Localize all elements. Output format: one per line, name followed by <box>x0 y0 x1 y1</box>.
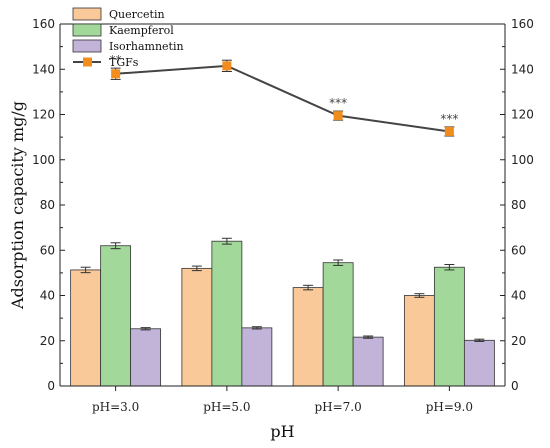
x-tick-label-ph-7-0: pH=7.0 <box>314 400 361 414</box>
bar-quercetin-ph-5-0 <box>181 267 213 387</box>
y-tick-right-label: 80 <box>511 198 526 212</box>
y-tick-right-label: 140 <box>511 62 534 76</box>
x-tick-label-ph-3-0: pH=3.0 <box>92 400 139 414</box>
y-tick-right-label: 40 <box>511 289 526 303</box>
legend: Quercetin Kaempferol Isorhamnetin TGFs <box>72 7 184 69</box>
point-tgfs-ph-7-0 <box>333 111 343 121</box>
x-axis-title: pH <box>270 422 294 441</box>
bar-isorhamnetin-ph-9-0 <box>463 339 495 387</box>
y-tick-left-label: 100 <box>32 153 55 167</box>
y-tick-left-label: 0 <box>47 379 55 393</box>
y-tick-left-label: 40 <box>40 289 55 303</box>
legend-item-quercetin-swatch <box>72 7 102 21</box>
bar-kaempferol-ph-7-0 <box>322 262 354 387</box>
bar-quercetin-ph-9-0 <box>403 295 435 387</box>
axes-layer: 0 20 40 60 80 100 120 140 160 0 20 40 60 80 100 120 140 1… <box>32 17 534 414</box>
x-tick-label-ph-9-0: pH=9.0 <box>426 400 473 414</box>
legend-item-isorhamnetin-label: Isorhamnetin <box>109 40 184 53</box>
significance-label-ph-9-0: *** <box>440 112 458 126</box>
bar-isorhamnetin-ph-3-0 <box>130 328 162 387</box>
y-tick-left-label: 60 <box>40 243 55 257</box>
error-bars-layer <box>80 237 485 342</box>
bar-kaempferol-ph-9-0 <box>433 266 465 387</box>
y-tick-left-label: 120 <box>32 108 55 122</box>
point-tgfs-ph-3-0 <box>111 69 121 79</box>
significance-label-ph-3-0: ** <box>110 53 122 67</box>
y-tick-left-label: 20 <box>40 334 55 348</box>
legend-item-isorhamnetin-swatch <box>72 39 102 53</box>
y-tick-right-label: 120 <box>511 108 534 122</box>
y-tick-right-label: 20 <box>511 334 526 348</box>
bar-isorhamnetin-ph-7-0 <box>352 336 384 387</box>
y-tick-left-label: 140 <box>32 62 55 76</box>
legend-item-kaempferol-label: Kaempferol <box>109 24 174 37</box>
y-tick-right-label: 160 <box>511 17 534 31</box>
y-tick-right-label: 100 <box>511 153 534 167</box>
legend-item-quercetin-label: Quercetin <box>109 8 165 21</box>
y-tick-right-label: 0 <box>511 379 519 393</box>
bar-quercetin-ph-7-0 <box>292 287 324 387</box>
line-tgfs <box>115 64 450 133</box>
y-tick-left-label: 80 <box>40 198 55 212</box>
bar-kaempferol-ph-3-0 <box>100 245 132 387</box>
legend-item-tgfs-label: TGFs <box>109 56 139 69</box>
legend-item-kaempferol-swatch <box>72 23 102 37</box>
bars-layer <box>70 240 495 387</box>
bar-quercetin-ph-3-0 <box>70 269 102 387</box>
y-axis-title: Adsorption capacity mg/g <box>8 101 27 310</box>
point-tgfs-ph-5-0 <box>222 61 232 71</box>
x-tick-label-ph-5-0: pH=5.0 <box>203 400 250 414</box>
bar-isorhamnetin-ph-5-0 <box>241 327 273 387</box>
line-layer: ******** <box>110 53 458 137</box>
legend-item-tgfs-marker <box>83 57 92 67</box>
point-tgfs-ph-9-0 <box>444 126 454 136</box>
y-tick-left-label: 160 <box>32 17 55 31</box>
bar-kaempferol-ph-5-0 <box>211 240 243 387</box>
y-tick-right-label: 60 <box>511 243 526 257</box>
significance-label-ph-7-0: *** <box>329 96 347 110</box>
